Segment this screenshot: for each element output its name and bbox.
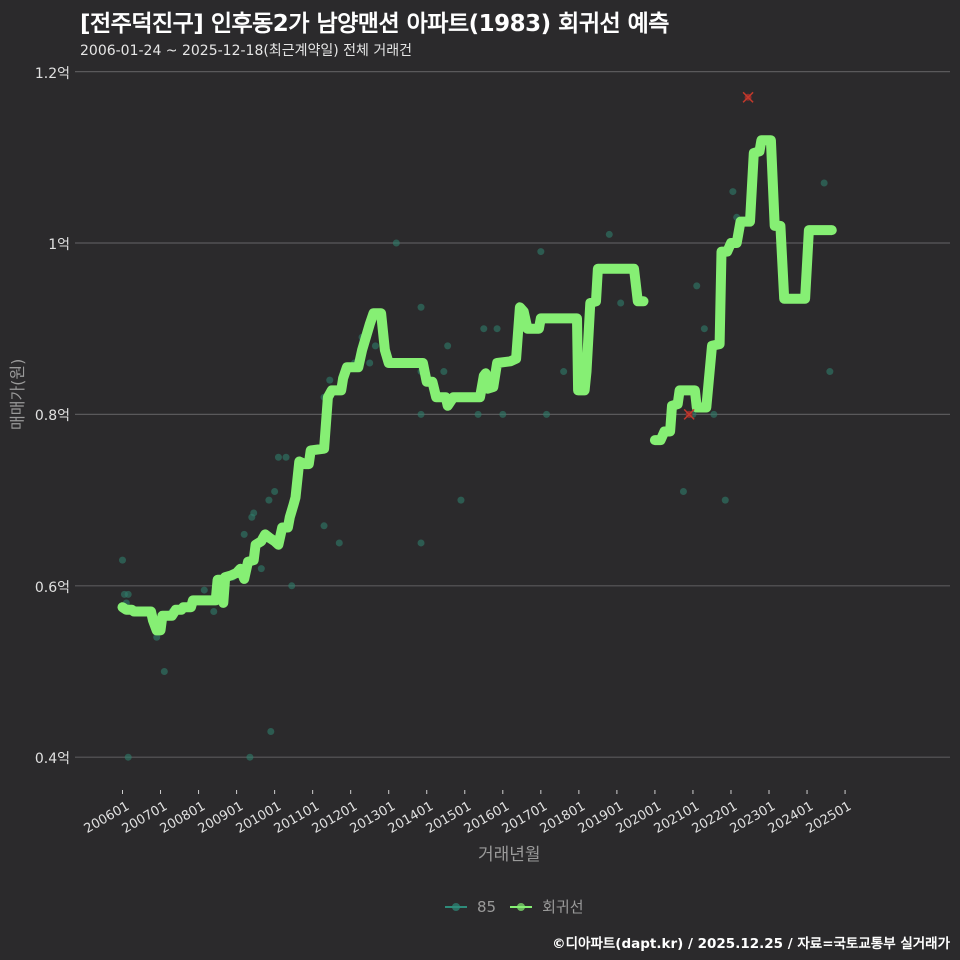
scatter-point (282, 453, 290, 461)
scatter-point (480, 325, 488, 333)
scatter-point (417, 410, 425, 418)
scatter-point (124, 590, 132, 598)
gridlines (75, 70, 950, 758)
legend-item-85[interactable]: 85 (445, 898, 496, 916)
scatter-point (721, 496, 729, 504)
source-credit: ©디아파트(dapt.kr) / 2025.12.25 / 자료=국토교통부 실… (552, 936, 950, 952)
y-axis-label: 매매가(원) (8, 358, 27, 430)
x-tick-marks (122, 790, 846, 794)
y-tick-label: 1억 (48, 237, 70, 253)
scatter-point (200, 586, 208, 594)
scatter-point (417, 539, 425, 547)
scatter-point (444, 342, 452, 350)
scatter-point (499, 410, 507, 418)
scatter-point (274, 453, 282, 461)
y-tick-label: 0.8억 (34, 408, 70, 425)
legend-swatch-regression-icon (510, 902, 533, 911)
scatter-point (493, 325, 501, 333)
legend-label: 85 (477, 897, 497, 916)
scatter-point (474, 410, 482, 418)
scatter-point (679, 488, 687, 496)
scatter-point (240, 530, 248, 538)
scatter-point (537, 248, 545, 256)
outlier-x-icon (683, 408, 695, 420)
y-tick-label: 1.2억 (34, 65, 70, 82)
scatter-point (257, 565, 265, 573)
scatter-point (617, 299, 625, 307)
chart-title: [전주덕진구] 인후동2가 남양맨션 아파트(1983) 회귀선 예측 (80, 11, 669, 37)
scatter-point (710, 410, 718, 418)
regression-line (117, 135, 837, 636)
regression-segment (649, 135, 837, 446)
chart-subtitle: 2006-01-24 ~ 2025-12-18(최근계약일) 전체 거래건 (80, 43, 412, 59)
scatter-point (820, 179, 828, 187)
scatter-point (457, 496, 465, 504)
scatter-point (210, 608, 218, 616)
legend: 85 회귀선 (445, 896, 590, 917)
scatter-point (729, 188, 737, 196)
scatter-point (392, 239, 400, 247)
y-tick-label: 0.6억 (34, 579, 70, 596)
scatter-point (335, 539, 343, 547)
scatter-point (700, 325, 708, 333)
scatter-point (267, 727, 275, 735)
scatter-point (366, 359, 374, 367)
x-axis-label: 거래년월 (478, 845, 541, 865)
scatter-point (605, 230, 613, 238)
scatter-point (153, 633, 161, 641)
scatter-point (560, 368, 568, 376)
scatter-point (119, 556, 126, 564)
scatter-point (265, 496, 273, 504)
scatter-point (371, 342, 379, 350)
legend-swatch-85-icon (445, 902, 467, 911)
scatter-point (417, 303, 425, 311)
legend-item-regression[interactable]: 회귀선 (510, 896, 584, 917)
regression-segment (117, 263, 649, 636)
scatter-point (288, 582, 296, 590)
outlier-x-icon (742, 91, 754, 103)
scatter-point (440, 368, 448, 376)
scatter-point (326, 376, 334, 384)
scatter-points (119, 179, 834, 761)
scatter-point (160, 668, 168, 675)
scatter-point (246, 753, 254, 761)
scatter-point (826, 368, 834, 376)
scatter-point (250, 509, 258, 517)
scatter-point (543, 410, 551, 418)
scatter-point (124, 753, 132, 761)
scatter-point (271, 488, 279, 496)
scatter-point (693, 282, 701, 290)
scatter-point (320, 522, 328, 530)
y-tick-label: 0.4억 (34, 751, 70, 768)
legend-label: 회귀선 (542, 898, 584, 916)
outlier-markers (683, 91, 754, 420)
